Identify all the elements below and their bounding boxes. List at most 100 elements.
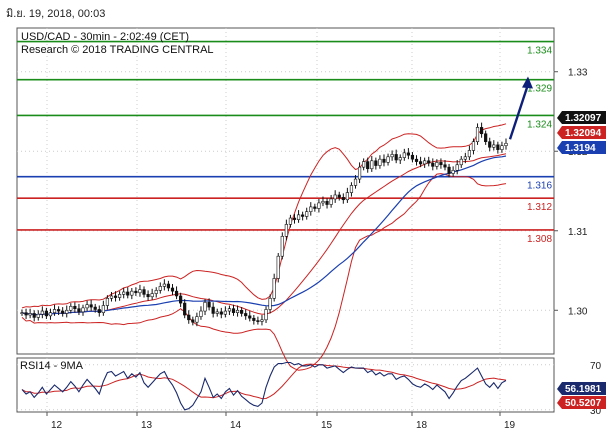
price-tag — [562, 126, 606, 139]
candle-body — [211, 306, 215, 314]
candle-body — [410, 154, 415, 160]
candle-body — [313, 206, 317, 209]
candle-body — [443, 164, 447, 168]
candle-body — [268, 298, 272, 310]
level-label: 1.316 — [527, 181, 552, 192]
chart-date: มิ.ย. 19, 2018, 00:03 — [6, 8, 106, 20]
candle-body — [272, 278, 276, 299]
candle-body — [101, 305, 105, 313]
candle-body — [394, 154, 398, 161]
candle-body — [61, 310, 65, 314]
candle-body — [418, 161, 423, 165]
level-label: 1.312 — [527, 202, 552, 213]
candle-body — [260, 319, 264, 322]
candle-body — [195, 316, 199, 323]
main-panel-frame — [16, 27, 555, 355]
candle-body — [349, 185, 354, 193]
rsi-ma-line — [21, 363, 507, 400]
rsi-tag-pointer — [557, 396, 562, 409]
candle-body — [235, 309, 240, 313]
candle-body — [402, 152, 406, 158]
x-tick-label: 19 — [504, 420, 516, 431]
candle-body — [142, 289, 146, 295]
candle-body — [427, 160, 431, 164]
rsi-line — [21, 361, 507, 411]
level-label: 1.334 — [527, 46, 552, 57]
candle-body — [97, 309, 101, 313]
candle-body — [264, 309, 268, 321]
candle-body — [240, 309, 244, 314]
candle-body — [57, 309, 61, 312]
price-tag-pointer — [557, 111, 562, 124]
candle-body — [81, 307, 85, 313]
y-tick-label: 1.30 — [568, 306, 588, 317]
candle-body — [492, 144, 496, 148]
candle-body — [382, 158, 386, 163]
price-tag-label: 1.32097 — [565, 113, 602, 124]
candle-body — [215, 311, 219, 314]
candle-body — [203, 302, 207, 312]
candle-body — [451, 170, 455, 174]
x-tick-label: 12 — [51, 420, 63, 431]
candle-body — [40, 310, 44, 315]
candle-body — [85, 304, 89, 309]
y-tick-label: 1.33 — [568, 68, 588, 79]
candle-body — [69, 305, 73, 311]
chart-subtitle: Research © 2018 TRADING CENTRAL — [21, 44, 214, 56]
candle-body — [158, 286, 162, 291]
price-tag — [562, 141, 606, 154]
rsi-label: RSI14 - 9MA — [20, 360, 84, 372]
candle-body — [248, 315, 252, 319]
candle-body — [183, 302, 187, 316]
candle-body — [276, 255, 280, 279]
candle-body — [150, 293, 154, 298]
price-tag-pointer — [557, 141, 562, 154]
forecast-arrow-line — [508, 84, 530, 140]
candle-body — [496, 144, 500, 150]
candle-body — [488, 141, 492, 148]
candle-body — [475, 127, 480, 143]
rsi-tag — [562, 396, 606, 409]
candle-body — [471, 141, 476, 151]
rsi-tag-pointer — [557, 382, 562, 395]
candle-body — [378, 158, 382, 166]
candle-body — [398, 157, 402, 161]
candle-body — [223, 310, 227, 315]
rsi-tag-label: 50.5207 — [565, 398, 602, 409]
price-tag-pointer — [557, 126, 562, 139]
candle-body — [288, 217, 293, 225]
candle-body — [179, 295, 183, 304]
candle-body — [345, 192, 349, 201]
candle-body — [244, 313, 248, 317]
candle-body — [130, 290, 134, 296]
rsi-tag-label: 56.1981 — [565, 384, 602, 395]
candle-body — [484, 133, 488, 143]
candle-body — [317, 202, 321, 209]
candle-body — [455, 164, 459, 171]
candle-body — [256, 320, 260, 322]
candle-body — [296, 214, 301, 220]
level-label: 1.308 — [527, 234, 552, 245]
candle-body — [219, 311, 223, 315]
overlays — [508, 76, 533, 140]
x-tick-label: 14 — [230, 420, 242, 431]
rsi-lines — [21, 361, 507, 411]
candle-body — [321, 201, 325, 204]
candle-body — [154, 290, 158, 294]
rsi-tag — [562, 382, 606, 395]
candle-body — [284, 224, 288, 237]
rsi-tick-label: 30 — [590, 406, 602, 417]
candle-body — [227, 308, 232, 312]
x-tick-label: 15 — [321, 420, 333, 431]
candle-body — [435, 162, 439, 167]
candle-body — [333, 194, 337, 200]
candle-body — [44, 310, 49, 317]
candle-body — [337, 194, 341, 198]
candle-body — [390, 154, 394, 158]
candle-body — [134, 290, 138, 294]
candle-body — [423, 160, 427, 165]
candle-body — [122, 291, 126, 295]
candle-body — [118, 294, 122, 298]
candle-body — [105, 298, 110, 306]
